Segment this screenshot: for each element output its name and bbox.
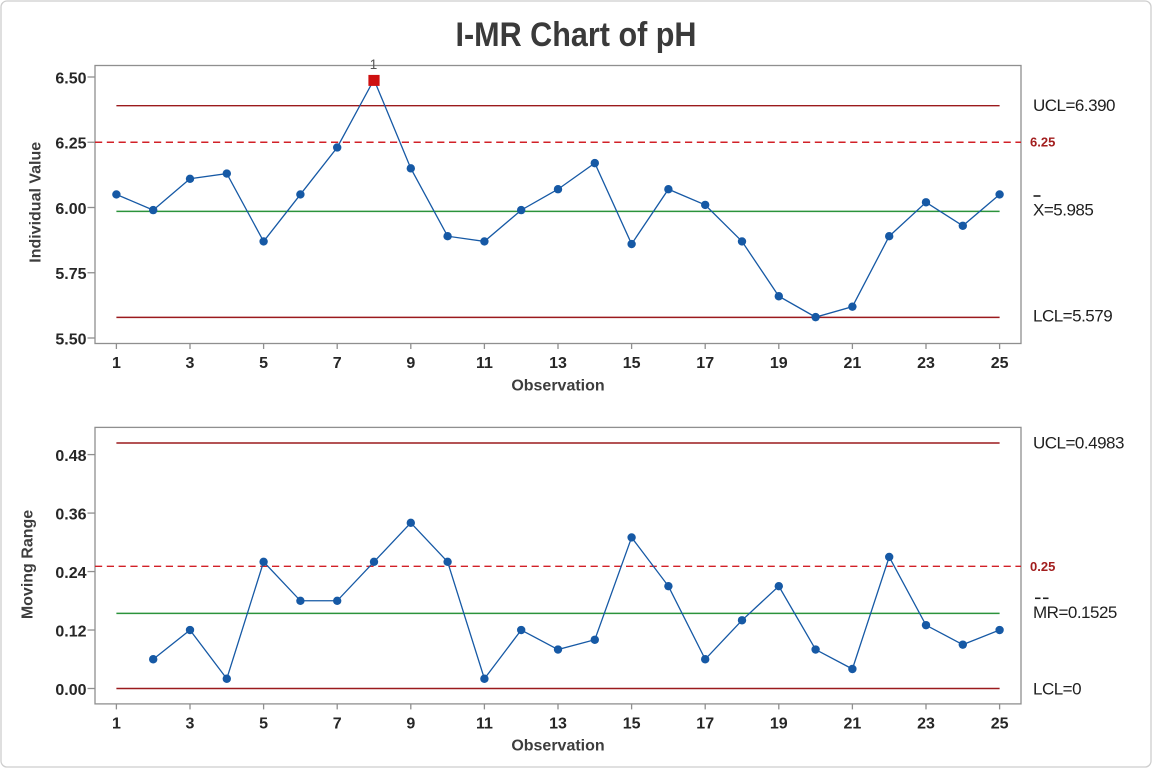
svg-text:0.24: 0.24 <box>55 565 86 582</box>
svg-text:13: 13 <box>549 355 567 372</box>
svg-text:15: 15 <box>623 355 641 372</box>
svg-text:0.00: 0.00 <box>55 682 86 699</box>
svg-text:3: 3 <box>186 715 195 732</box>
svg-text:13: 13 <box>549 715 567 732</box>
svg-text:7: 7 <box>333 355 342 372</box>
svg-text:Observation: Observation <box>511 738 604 755</box>
svg-text:Observation: Observation <box>511 377 604 394</box>
svg-text:19: 19 <box>770 715 788 732</box>
svg-text:17: 17 <box>696 355 714 372</box>
svg-text:11: 11 <box>476 715 493 732</box>
svg-text:Individual Value: Individual Value <box>28 142 45 263</box>
svg-text:0.48: 0.48 <box>55 448 86 465</box>
svg-text:25: 25 <box>991 715 1009 732</box>
svg-text:UCL=0.4983: UCL=0.4983 <box>1033 434 1124 453</box>
svg-text:17: 17 <box>696 715 714 732</box>
svg-text:5: 5 <box>259 715 268 732</box>
svg-text:11: 11 <box>476 355 493 372</box>
svg-text:1: 1 <box>112 355 121 372</box>
svg-text:15: 15 <box>623 715 641 732</box>
svg-text:25: 25 <box>991 355 1009 372</box>
svg-text:LCL=0: LCL=0 <box>1033 679 1081 698</box>
svg-text:9: 9 <box>406 715 415 732</box>
svg-text:6.50: 6.50 <box>55 70 86 87</box>
svg-text:UCL=6.390: UCL=6.390 <box>1033 96 1115 115</box>
svg-text:MR=0.1525: MR=0.1525 <box>1033 603 1117 622</box>
svg-text:19: 19 <box>770 355 788 372</box>
svg-text:I-MR Chart of pH: I-MR Chart of pH <box>456 16 697 54</box>
svg-text:5.75: 5.75 <box>55 266 86 283</box>
svg-text:Moving Range: Moving Range <box>20 510 37 619</box>
svg-text:23: 23 <box>917 355 935 372</box>
svg-text:0.12: 0.12 <box>55 623 86 640</box>
svg-text:1: 1 <box>112 715 121 732</box>
svg-text:1: 1 <box>370 57 378 72</box>
svg-text:X=5.985: X=5.985 <box>1033 201 1093 220</box>
svg-text:6.25: 6.25 <box>55 136 86 153</box>
svg-text:5.50: 5.50 <box>55 331 86 348</box>
svg-text:21: 21 <box>844 355 862 372</box>
svg-text:5: 5 <box>259 355 268 372</box>
svg-text:6.00: 6.00 <box>55 201 86 218</box>
svg-text:21: 21 <box>844 715 862 732</box>
svg-text:6.25: 6.25 <box>1030 135 1055 150</box>
svg-text:LCL=5.579: LCL=5.579 <box>1033 307 1112 326</box>
svg-text:7: 7 <box>333 715 342 732</box>
svg-text:0.36: 0.36 <box>55 506 86 523</box>
svg-text:3: 3 <box>186 355 195 372</box>
svg-text:9: 9 <box>406 355 415 372</box>
svg-text:23: 23 <box>917 715 935 732</box>
svg-text:0.25: 0.25 <box>1030 559 1055 574</box>
